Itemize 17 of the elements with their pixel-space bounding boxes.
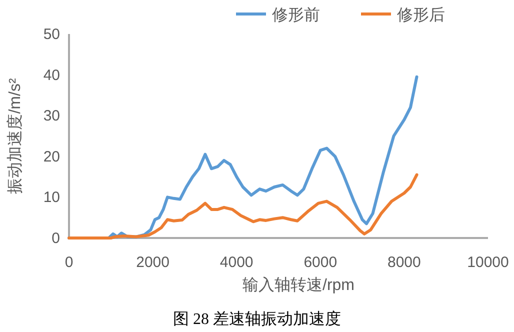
x-tick-label: 4000 — [220, 254, 254, 271]
x-tick-label: 2000 — [136, 254, 170, 271]
x-tick-label: 6000 — [304, 254, 338, 271]
y-axis-title: 振动加速度/m/s² — [6, 78, 24, 194]
x-tick-label: 10000 — [467, 254, 509, 271]
y-tick-label: 30 — [43, 108, 60, 125]
y-tick-label: 40 — [43, 66, 60, 84]
x-tick-label: 8000 — [388, 254, 421, 271]
text: 图 28 差速轴振动加速度 — [173, 310, 341, 328]
y-tick-label: 50 — [43, 26, 60, 43]
y-tick-label: 0 — [52, 230, 60, 247]
x-tick-label: 0 — [64, 254, 74, 271]
legend-label: 修形前 — [272, 6, 320, 24]
y-tick-label: 10 — [43, 189, 60, 206]
legend-label: 修形后 — [397, 6, 445, 24]
y-tick-label: 20 — [43, 148, 60, 166]
x-axis-title: 输入轴转速/rpm — [242, 276, 354, 294]
